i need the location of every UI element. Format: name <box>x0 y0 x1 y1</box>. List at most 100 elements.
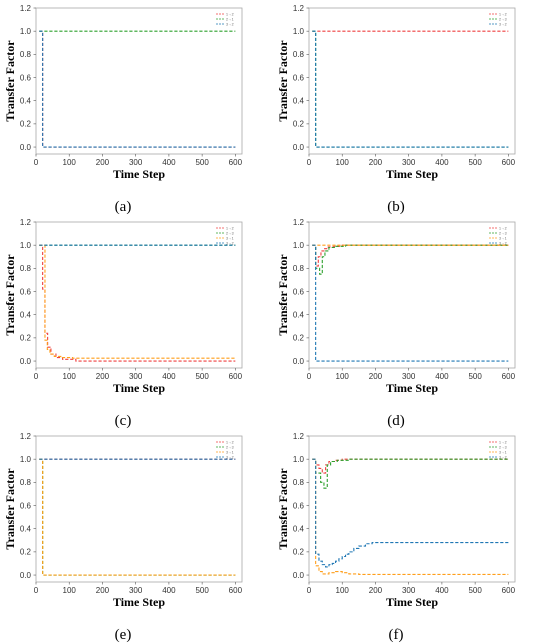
legend-entry: 1→2 <box>499 12 507 16</box>
x-tick-label: 400 <box>162 372 176 381</box>
x-axis-title: Time Step <box>113 595 165 609</box>
chart-panel-5: 0.0 0.2 0.4 0.6 0.8 1.0 1.2 0 100 200 300 400 500 600… <box>3 432 243 643</box>
x-tick-label: 500 <box>468 372 482 381</box>
y-tick-label: 1.2 <box>293 432 305 441</box>
legend-entry: 1→2 <box>226 12 234 16</box>
panel-label: (d) <box>387 413 405 429</box>
y-tick-label: 1.0 <box>20 27 32 36</box>
plot-frame <box>35 221 243 369</box>
x-tick-label: 500 <box>195 586 209 595</box>
x-tick-label: 600 <box>229 158 243 167</box>
legend-entry: 3→2 <box>499 22 507 26</box>
y-tick-label: 1.2 <box>293 218 305 227</box>
legend-entry: 2→1 <box>226 17 234 21</box>
chart-panel-1: 0.0 0.2 0.4 0.6 0.8 1.0 1.2 0 100 200 300 400 500 600… <box>3 4 243 215</box>
x-tick-label: 500 <box>468 158 482 167</box>
x-tick-label: 0 <box>307 372 312 381</box>
y-tick-label: 0.0 <box>293 571 305 580</box>
x-tick-label: 0 <box>34 158 39 167</box>
x-tick-label: 200 <box>369 586 383 595</box>
x-axis-title: Time Step <box>386 595 438 609</box>
x-tick-label: 0 <box>34 372 39 381</box>
x-tick-label: 200 <box>369 372 383 381</box>
legend-entry: 3→1 <box>499 450 507 454</box>
legend-entry: 1→2 <box>499 226 507 230</box>
legend-entry: 2→3 <box>226 445 234 449</box>
plot-frame <box>308 7 516 155</box>
x-tick-label: 200 <box>96 586 110 595</box>
y-tick-label: 0.0 <box>293 143 305 152</box>
series-line-4 <box>312 458 509 568</box>
series-line-3 <box>39 244 236 359</box>
y-axis-title: Transfer Factor <box>3 40 17 122</box>
x-tick-label: 200 <box>369 158 383 167</box>
y-tick-label: 1.0 <box>293 27 305 36</box>
y-tick-label: 0.8 <box>293 478 305 487</box>
x-tick-label: 300 <box>129 586 143 595</box>
x-tick-label: 0 <box>307 158 312 167</box>
legend-entry: 2→3 <box>499 231 507 235</box>
x-tick-label: 400 <box>435 372 449 381</box>
y-tick-label: 0.0 <box>293 357 305 366</box>
x-tick-label: 500 <box>195 372 209 381</box>
x-tick-label: 100 <box>336 586 350 595</box>
panel-label: (e) <box>115 627 132 643</box>
y-tick-label: 1.2 <box>20 4 32 13</box>
y-tick-label: 0.0 <box>20 357 32 366</box>
plot-frame <box>308 435 516 583</box>
legend-entry: 2→3 <box>499 445 507 449</box>
y-tick-label: 0.2 <box>293 548 305 557</box>
x-tick-label: 100 <box>63 158 77 167</box>
y-axis-title: Transfer Factor <box>276 40 290 122</box>
y-tick-label: 0.6 <box>20 287 32 296</box>
legend-entry: 3→2 <box>226 22 234 26</box>
series-line-1 <box>39 244 236 362</box>
x-tick-label: 100 <box>336 372 350 381</box>
y-tick-label: 0.8 <box>293 50 305 59</box>
x-tick-label: 600 <box>229 586 243 595</box>
series-line-2 <box>39 458 236 576</box>
x-tick-label: 300 <box>402 586 416 595</box>
panel-label: (a) <box>115 199 132 215</box>
legend-entry: 3→2 <box>499 455 507 459</box>
x-tick-label: 0 <box>34 586 39 595</box>
y-tick-label: 1.2 <box>293 4 305 13</box>
x-tick-label: 600 <box>229 372 243 381</box>
x-tick-label: 300 <box>129 372 143 381</box>
series-line-2 <box>312 30 509 148</box>
x-tick-label: 500 <box>468 586 482 595</box>
chart-panel-2: 0.0 0.2 0.4 0.6 0.8 1.0 1.2 0 100 200 300 400 500 600… <box>276 4 516 215</box>
chart-panel-4: 0.0 0.2 0.4 0.6 0.8 1.0 1.2 0 100 200 300 400 500 600… <box>276 218 516 429</box>
y-tick-label: 0.8 <box>20 50 32 59</box>
x-tick-label: 0 <box>307 586 312 595</box>
legend-entry: 1→2 <box>226 226 234 230</box>
y-axis-title: Transfer Factor <box>3 254 17 336</box>
y-tick-label: 0.6 <box>293 501 305 510</box>
legend-entry: 3→2 <box>226 241 234 245</box>
plot-frame <box>308 221 516 369</box>
x-tick-label: 500 <box>195 158 209 167</box>
x-axis-title: Time Step <box>386 381 438 395</box>
y-tick-label: 0.2 <box>20 548 32 557</box>
x-axis-title: Time Step <box>386 167 438 181</box>
y-tick-label: 1.0 <box>293 455 305 464</box>
y-tick-label: 0.2 <box>293 334 305 343</box>
x-tick-label: 400 <box>162 158 176 167</box>
y-tick-label: 0.4 <box>20 96 32 105</box>
y-tick-label: 1.0 <box>20 455 32 464</box>
legend-entry: 3→1 <box>226 450 234 454</box>
panel-label: (c) <box>115 413 132 429</box>
chart-panel-3: 0.0 0.2 0.4 0.6 0.8 1.0 1.2 0 100 200 300 400 500 600… <box>3 218 243 429</box>
x-tick-label: 600 <box>502 158 516 167</box>
panel-label: (b) <box>387 199 405 215</box>
panel-label: (f) <box>389 627 404 643</box>
y-tick-label: 0.4 <box>20 310 32 319</box>
x-tick-label: 300 <box>402 372 416 381</box>
legend-entry: 3→1 <box>499 236 507 240</box>
legend-entry: 2→3 <box>226 231 234 235</box>
x-tick-label: 600 <box>502 586 516 595</box>
y-tick-label: 0.4 <box>293 310 305 319</box>
series-line-1 <box>312 244 509 267</box>
x-tick-label: 400 <box>435 586 449 595</box>
